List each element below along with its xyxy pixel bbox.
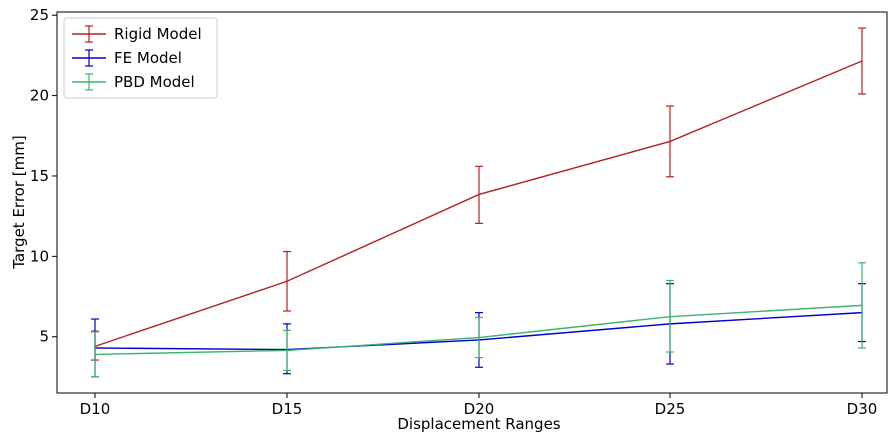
plot-frame	[56, 11, 888, 394]
series-rigid-model	[91, 27, 866, 361]
y-tick-label: 15	[30, 167, 49, 185]
series-line	[94, 60, 863, 348]
x-tick-label: D15	[272, 400, 303, 418]
legend-label: FE Model	[114, 49, 182, 67]
series-line	[94, 304, 863, 356]
series-layer	[91, 27, 866, 378]
legend-entry: FE Model	[72, 49, 182, 67]
x-tick-label: D25	[655, 400, 686, 418]
x-tick-label: D10	[80, 400, 111, 418]
y-tick-label: 25	[30, 6, 49, 24]
x-tick-label: D30	[847, 400, 878, 418]
y-tick-label: 5	[39, 328, 49, 346]
series-pbd-model	[91, 262, 866, 378]
legend-box	[63, 17, 218, 99]
y-axis: 5 10 15 20 25	[30, 6, 57, 346]
y-axis-label: Target Error [mm]	[10, 135, 28, 269]
legend: Rigid Model FE Model PBD Model	[63, 17, 218, 99]
x-axis-label: Displacement Ranges	[397, 415, 560, 433]
x-tick-label: D20	[464, 400, 495, 418]
legend-label: PBD Model	[114, 73, 195, 91]
y-tick-label: 10	[30, 247, 49, 265]
legend-entry: Rigid Model	[72, 25, 202, 43]
x-axis: D10 D15 D20 D25 D30	[80, 393, 878, 418]
legend-entry: PBD Model	[72, 73, 195, 91]
legend-label: Rigid Model	[114, 25, 202, 43]
y-tick-label: 20	[30, 87, 49, 105]
